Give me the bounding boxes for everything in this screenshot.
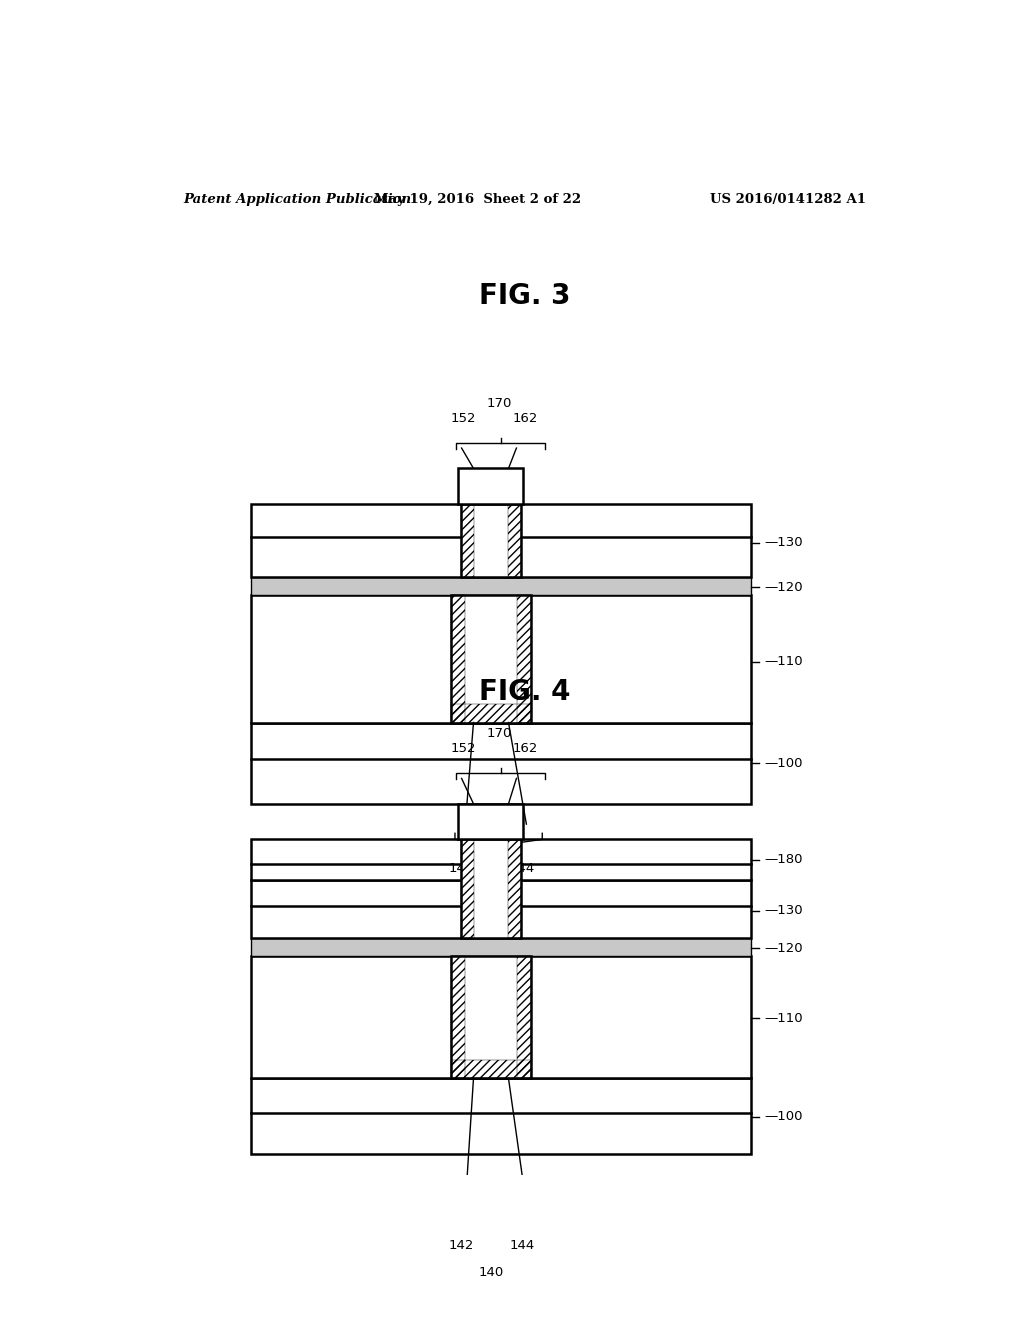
Bar (251, 840, 751, 880)
Bar (251, 1078, 751, 1155)
Bar (451, 595, 465, 722)
Text: 142: 142 (449, 1239, 474, 1251)
Bar (451, 956, 465, 1078)
Bar (251, 722, 751, 804)
Bar (451, 595, 531, 722)
Text: US 2016/0141282 A1: US 2016/0141282 A1 (710, 193, 866, 206)
Text: 144: 144 (510, 1239, 536, 1251)
Bar (459, 804, 523, 840)
Text: —120: —120 (765, 941, 803, 954)
Text: 170: 170 (486, 727, 512, 739)
Bar (461, 504, 521, 577)
Bar (251, 939, 751, 956)
Bar (508, 504, 521, 577)
Text: 152: 152 (451, 742, 476, 755)
Bar (461, 504, 521, 577)
Text: —110: —110 (765, 655, 803, 668)
Bar (451, 956, 531, 1078)
Text: —120: —120 (765, 581, 803, 594)
Bar (461, 840, 521, 939)
Text: 144: 144 (510, 862, 536, 875)
Bar (516, 956, 531, 1078)
Text: —130: —130 (765, 536, 803, 549)
Bar (461, 840, 474, 939)
Bar (461, 840, 521, 939)
Bar (251, 504, 751, 577)
Text: 162: 162 (513, 412, 539, 425)
Text: 142: 142 (449, 862, 474, 875)
Text: —100: —100 (765, 756, 803, 770)
Bar (461, 504, 474, 577)
Text: 140: 140 (479, 888, 504, 902)
Bar (251, 880, 751, 939)
Text: May 19, 2016  Sheet 2 of 22: May 19, 2016 Sheet 2 of 22 (374, 193, 581, 206)
Text: 152: 152 (451, 412, 476, 425)
Bar (459, 469, 523, 504)
Text: 162: 162 (513, 742, 539, 755)
Text: —130: —130 (765, 904, 803, 917)
Bar (251, 595, 751, 722)
Bar (251, 577, 751, 595)
Text: —110: —110 (765, 1011, 803, 1024)
Bar (451, 956, 531, 1078)
Bar (451, 1060, 531, 1078)
Bar (516, 595, 531, 722)
Bar (451, 704, 531, 722)
Bar (251, 956, 751, 1078)
Text: FIG. 4: FIG. 4 (479, 678, 570, 706)
Bar (508, 840, 521, 939)
Text: 170: 170 (486, 397, 512, 411)
Text: Patent Application Publication: Patent Application Publication (183, 193, 412, 206)
Text: 140: 140 (479, 1266, 504, 1279)
Text: —100: —100 (765, 1110, 803, 1123)
Text: FIG. 3: FIG. 3 (479, 281, 570, 310)
Bar (451, 595, 531, 722)
Text: —180: —180 (765, 853, 803, 866)
